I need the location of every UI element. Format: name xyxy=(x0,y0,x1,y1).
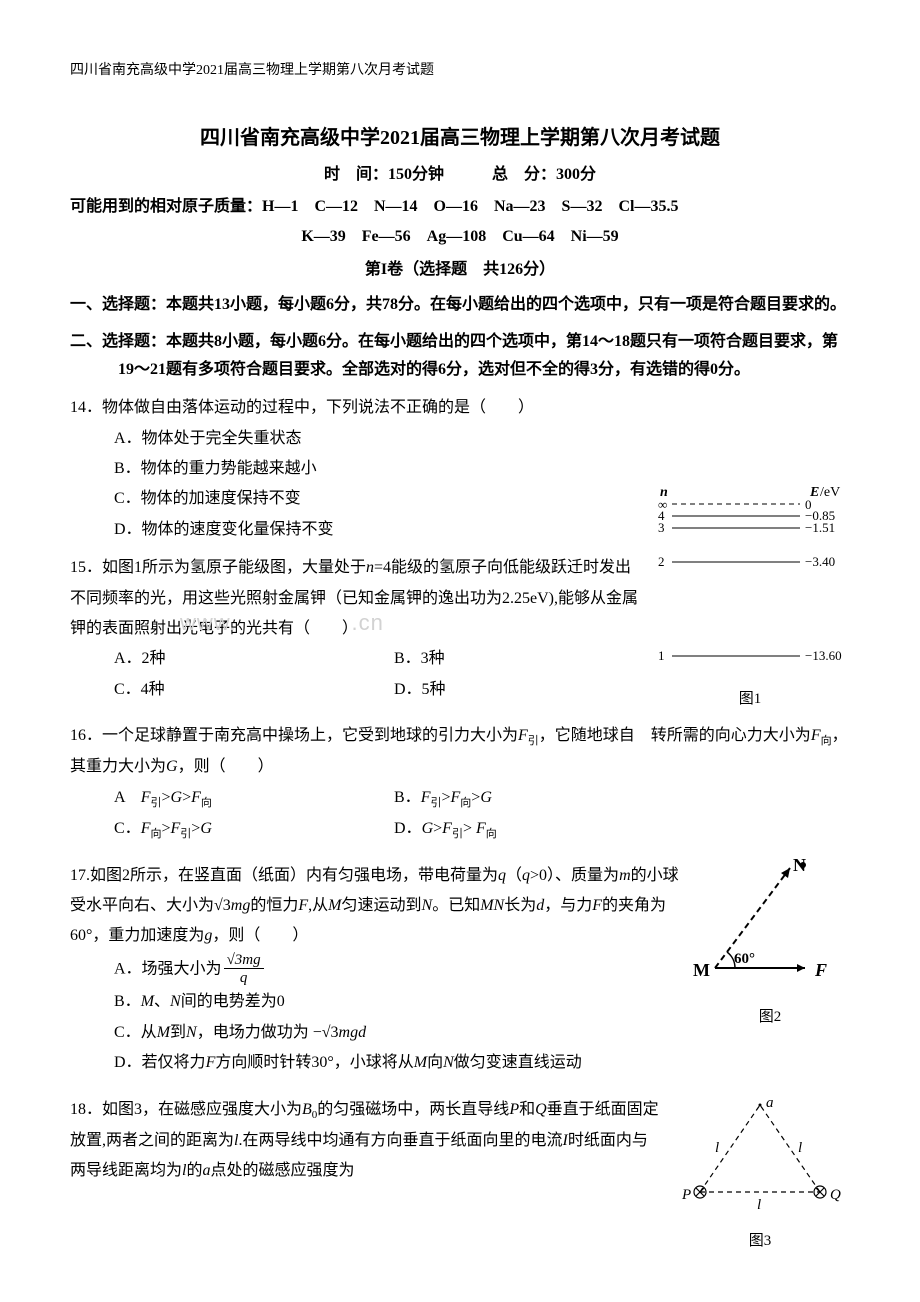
q18-p7: 的 xyxy=(186,1162,202,1179)
fig3-caption: 图3 xyxy=(670,1229,850,1253)
q18-stem: 18．如图3，在磁感应强度大小为B0的匀强磁场中，两长直导线P和Q垂直于纸面固定… xyxy=(70,1095,660,1187)
section1-heading: 一、选择题：本题共13小题，每小题6分，共78分。在每小题给出的四个选项中，只有… xyxy=(70,291,850,320)
q17-option-c: C．从M到N，电场力做功为 −√3mgd xyxy=(114,1018,680,1048)
q15-stem: 15．如图1所示为氢原子能级图，大量处于n=4能级的氢原子向低能级跃迁时发出不同… xyxy=(70,553,640,644)
q17-D-pre: D．若仅将力 xyxy=(114,1054,206,1071)
q17-p12: ，则（ ） xyxy=(212,927,308,944)
page-header: 四川省南充高级中学2021届高三物理上学期第八次月考试题 xyxy=(70,60,850,82)
q17-D-post: 做匀变速直线运动 xyxy=(454,1054,582,1071)
q17-p10: ，与力 xyxy=(544,897,592,914)
question-16: 16．一个足球静置于南充高中操场上，它受到地球的引力大小为F引，它随地球自 转所… xyxy=(70,721,850,845)
svg-text:−13.60: −13.60 xyxy=(805,648,842,663)
q17-p8: 。已知 xyxy=(432,897,480,914)
svg-text:2: 2 xyxy=(658,554,665,569)
q17-p2: （ xyxy=(506,867,522,884)
time-score: 时 间：150分钟 总 分：300分 xyxy=(70,162,850,188)
q17-C-post: ，电场力做功为 xyxy=(197,1024,309,1041)
svg-text:M: M xyxy=(693,960,710,980)
q17-B-pre: B． xyxy=(114,993,141,1010)
q17-D-mid2: 向 xyxy=(427,1054,443,1071)
q17-p3: >0）、质量为 xyxy=(530,867,619,884)
svg-text:/eV: /eV xyxy=(820,485,840,500)
q16-stem-pre: 16．一个足球静置于南充高中操场上，它受到地球的引力大小为 xyxy=(70,727,518,744)
part-title: 第I卷（选择题 共126分） xyxy=(70,257,850,283)
q17-stem: 17.如图2所示，在竖直面（纸面）内有匀强电场，带电荷量为q（q>0）、质量为m… xyxy=(70,861,680,952)
q15-option-a: A．2种 xyxy=(114,644,394,674)
q14-option-a: A．物体处于完全失重状态 xyxy=(114,424,850,454)
q17-C-mid: 到 xyxy=(170,1024,186,1041)
fig2-caption: 图2 xyxy=(690,1005,850,1029)
svg-text:1: 1 xyxy=(658,648,665,663)
main-title: 四川省南充高级中学2021届高三物理上学期第八次月考试题 xyxy=(70,122,850,154)
q18-p2: 的匀强磁场中，两长直导线 xyxy=(317,1101,509,1118)
svg-text:−3.40: −3.40 xyxy=(805,554,835,569)
q14-stem: 14．物体做自由落体运动的过程中，下列说法不正确的是（ ） xyxy=(70,393,850,423)
q18-p8: 点处的磁感应强度为 xyxy=(210,1162,354,1179)
question-14: 14．物体做自由落体运动的过程中，下列说法不正确的是（ ） A．物体处于完全失重… xyxy=(70,393,850,713)
svg-text:l: l xyxy=(757,1197,761,1213)
q17-option-d: D．若仅将力F方向顺时针转30°，小球将从M向N做匀变速直线运动 xyxy=(114,1048,680,1078)
q17-p6: ,从 xyxy=(308,897,328,914)
q17-D-mid: 方向顺时针转30°，小球将从 xyxy=(215,1054,413,1071)
q17-p1: 17.如图2所示，在竖直面（纸面）内有匀强电场，带电荷量为 xyxy=(70,867,498,884)
q18-p5: .在两导线中均通有方向垂直于纸面向里的电流 xyxy=(238,1132,562,1149)
svg-text:F: F xyxy=(814,960,827,980)
q16-option-c: C．F向>F引>G xyxy=(114,814,394,845)
svg-text:l: l xyxy=(715,1140,719,1156)
q15-option-d: D．5种 xyxy=(394,675,640,705)
q17-C-pre: C．从 xyxy=(114,1024,157,1041)
question-15: 15．如图1所示为氢原子能级图，大量处于n=4能级的氢原子向低能级跃迁时发出不同… xyxy=(70,553,640,705)
q17-p5: 的恒力 xyxy=(250,897,298,914)
section2-heading: 二、选择题：本题共8小题，每小题6分。在每小题给出的四个选项中，第14～18题只… xyxy=(70,328,850,386)
q17-option-a: A．场强大小为√3mgq xyxy=(114,952,680,988)
q15-n: n xyxy=(366,559,374,576)
svg-text:a: a xyxy=(766,1095,774,1111)
q17-p7: 匀速运动到 xyxy=(342,897,422,914)
q15-option-b: B．3种 xyxy=(394,644,640,674)
q18-p3: 和 xyxy=(519,1101,535,1118)
q14-option-c: C．物体的加速度保持不变 xyxy=(114,484,640,514)
svg-text:Q: Q xyxy=(830,1187,841,1203)
figure-3-svg: a P Q l l l xyxy=(670,1087,850,1217)
svg-text:60°: 60° xyxy=(734,951,755,967)
q16-option-b: B．F引>F向>G xyxy=(394,783,850,814)
q16-option-d: D．G>F引> F向 xyxy=(394,814,850,845)
svg-text:−1.51: −1.51 xyxy=(805,520,835,535)
fig1-caption: 图1 xyxy=(650,687,850,711)
q17-A-pre: A．场强大小为 xyxy=(114,960,222,977)
q14-option-b: B．物体的重力势能越来越小 xyxy=(114,454,850,484)
q18-p1: 18．如图3，在磁感应强度大小为 xyxy=(70,1101,302,1118)
question-18: 18．如图3，在磁感应强度大小为B0的匀强磁场中，两长直导线P和Q垂直于纸面固定… xyxy=(70,1095,660,1187)
svg-text:l: l xyxy=(798,1140,802,1156)
q15-stem-p1: 15．如图1所示为氢原子能级图，大量处于 xyxy=(70,559,366,576)
svg-text:P: P xyxy=(681,1187,691,1203)
q17-B-post: 间的电势差为0 xyxy=(181,993,285,1010)
figure-1-svg: n E /eV ∞ 0 4 −0.85 3 −1.51 2 −3.40 xyxy=(650,484,850,674)
q17-p9: 长为 xyxy=(504,897,536,914)
q17-option-b: B．M、N间的电势差为0 xyxy=(114,987,680,1017)
q16-stem-end: ，则（ ） xyxy=(178,758,274,775)
q16-stem: 16．一个足球静置于南充高中操场上，它受到地球的引力大小为F引，它随地球自 转所… xyxy=(70,721,850,782)
question-17: 17.如图2所示，在竖直面（纸面）内有匀强电场，带电荷量为q（q>0）、质量为m… xyxy=(70,861,680,1079)
svg-text:3: 3 xyxy=(658,520,665,535)
atomic-mass-2: K—39 Fe—56 Ag—108 Cu—64 Ni—59 xyxy=(70,224,850,250)
q14-option-d: D．物体的速度变化量保持不变 xyxy=(114,515,640,545)
q16-option-a: A F引>G>F向 xyxy=(114,783,394,814)
q16-stem-mid1: ，它随地球自 转所需的向心力大小为 xyxy=(539,727,811,744)
q15-option-c: C．4种 xyxy=(114,675,394,705)
atomic-mass-1: 可能用到的相对原子质量：H—1 C—12 N—14 O—16 Na—23 S—3… xyxy=(70,194,850,220)
figure-2-svg: M N F 60° xyxy=(690,853,850,993)
